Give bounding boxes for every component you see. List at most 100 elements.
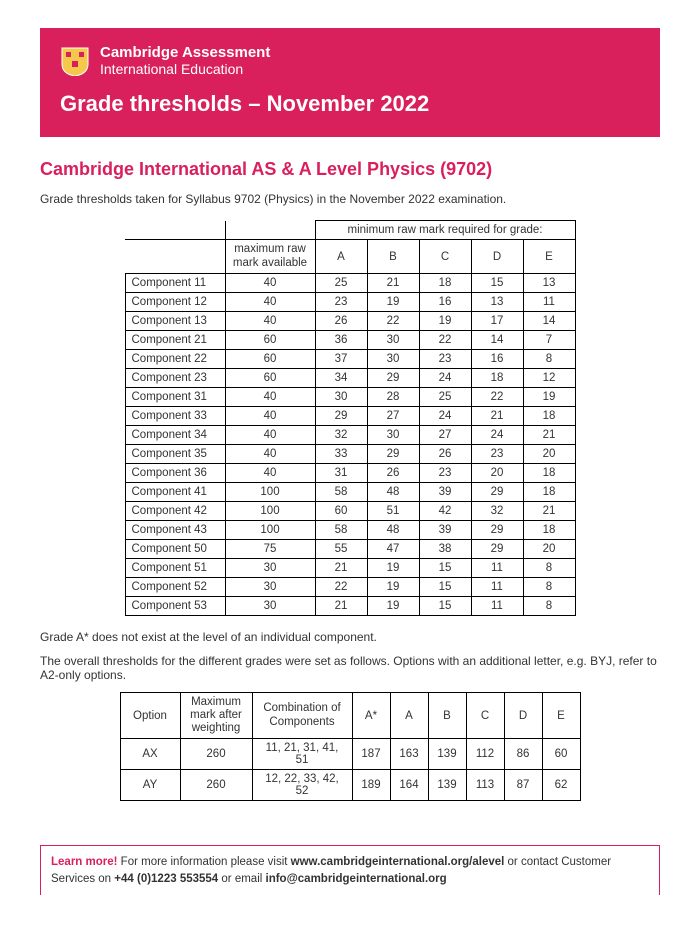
option-code: AX bbox=[120, 739, 180, 770]
threshold-value: 48 bbox=[367, 520, 419, 539]
org-line2: International Education bbox=[100, 61, 270, 77]
max-mark-header: maximum raw mark available bbox=[225, 240, 315, 273]
threshold-value: 30 bbox=[367, 349, 419, 368]
threshold-value: 60 bbox=[315, 501, 367, 520]
threshold-value: 8 bbox=[523, 558, 575, 577]
table-row: Component 411005848392918 bbox=[125, 482, 575, 501]
max-mark: 30 bbox=[225, 577, 315, 596]
component-name: Component 13 bbox=[125, 311, 225, 330]
threshold-value: 60 bbox=[542, 739, 580, 770]
footer-email: info@cambridgeinternational.org bbox=[266, 873, 447, 885]
threshold-value: 21 bbox=[471, 406, 523, 425]
max-mark: 60 bbox=[225, 349, 315, 368]
table-row: Component 5230221915118 bbox=[125, 577, 575, 596]
threshold-value: 139 bbox=[428, 770, 466, 801]
table-row: Component 2160363022147 bbox=[125, 330, 575, 349]
threshold-value: 20 bbox=[523, 539, 575, 558]
component-name: Component 36 bbox=[125, 463, 225, 482]
max-mark: 40 bbox=[225, 444, 315, 463]
max-weighted: 260 bbox=[180, 770, 252, 801]
threshold-value: 29 bbox=[367, 444, 419, 463]
threshold-value: 13 bbox=[523, 273, 575, 292]
threshold-value: 62 bbox=[542, 770, 580, 801]
threshold-value: 51 bbox=[367, 501, 419, 520]
threshold-value: 24 bbox=[471, 425, 523, 444]
threshold-value: 33 bbox=[315, 444, 367, 463]
threshold-value: 22 bbox=[419, 330, 471, 349]
options-thresholds-table: Option Maximum mark after weighting Comb… bbox=[120, 692, 581, 802]
threshold-value: 34 bbox=[315, 368, 367, 387]
threshold-value: 7 bbox=[523, 330, 575, 349]
threshold-value: 11 bbox=[523, 292, 575, 311]
option-header: Option bbox=[120, 692, 180, 739]
table-row: Component 2260373023168 bbox=[125, 349, 575, 368]
threshold-value: 58 bbox=[315, 482, 367, 501]
table-row: Component 11402521181513 bbox=[125, 273, 575, 292]
grade2-E: E bbox=[542, 692, 580, 739]
table-row: Component 35403329262320 bbox=[125, 444, 575, 463]
table-row: Component 36403126232018 bbox=[125, 463, 575, 482]
table-row: AX26011, 21, 31, 41, 511871631391128660 bbox=[120, 739, 580, 770]
combination: 12, 22, 33, 42, 52 bbox=[252, 770, 352, 801]
max-mark: 100 bbox=[225, 501, 315, 520]
grade2-A: A bbox=[390, 692, 428, 739]
threshold-value: 18 bbox=[471, 368, 523, 387]
combination: 11, 21, 31, 41, 51 bbox=[252, 739, 352, 770]
threshold-value: 26 bbox=[367, 463, 419, 482]
threshold-value: 112 bbox=[466, 739, 504, 770]
threshold-value: 22 bbox=[315, 577, 367, 596]
threshold-value: 19 bbox=[367, 577, 419, 596]
max-weighted: 260 bbox=[180, 739, 252, 770]
threshold-value: 18 bbox=[523, 406, 575, 425]
threshold-value: 13 bbox=[471, 292, 523, 311]
threshold-value: 18 bbox=[419, 273, 471, 292]
cambridge-shield-icon bbox=[60, 46, 90, 76]
max-mark: 40 bbox=[225, 292, 315, 311]
table-row: Component 13402622191714 bbox=[125, 311, 575, 330]
max-mark: 40 bbox=[225, 425, 315, 444]
max-mark: 30 bbox=[225, 558, 315, 577]
table-row: Component 5130211915118 bbox=[125, 558, 575, 577]
grade-col-A: A bbox=[315, 240, 367, 273]
table-row: Component 5330211915118 bbox=[125, 596, 575, 615]
component-thresholds-table: minimum raw mark required for grade: max… bbox=[125, 220, 576, 615]
threshold-value: 16 bbox=[471, 349, 523, 368]
threshold-value: 18 bbox=[523, 520, 575, 539]
threshold-value: 164 bbox=[390, 770, 428, 801]
max-mark: 40 bbox=[225, 463, 315, 482]
component-name: Component 35 bbox=[125, 444, 225, 463]
component-name: Component 12 bbox=[125, 292, 225, 311]
maxw-header: Maximum mark after weighting bbox=[180, 692, 252, 739]
grade-col-E: E bbox=[523, 240, 575, 273]
threshold-value: 20 bbox=[523, 444, 575, 463]
max-mark: 100 bbox=[225, 520, 315, 539]
footer-box: Learn more! For more information please … bbox=[40, 845, 660, 894]
comb-header: Combination of Components bbox=[252, 692, 352, 739]
threshold-value: 18 bbox=[523, 482, 575, 501]
threshold-value: 14 bbox=[471, 330, 523, 349]
max-mark: 60 bbox=[225, 330, 315, 349]
threshold-value: 32 bbox=[315, 425, 367, 444]
component-name: Component 21 bbox=[125, 330, 225, 349]
threshold-value: 22 bbox=[367, 311, 419, 330]
component-name: Component 53 bbox=[125, 596, 225, 615]
threshold-value: 29 bbox=[471, 520, 523, 539]
threshold-value: 16 bbox=[419, 292, 471, 311]
max-mark: 75 bbox=[225, 539, 315, 558]
subject-title: Cambridge International AS & A Level Phy… bbox=[40, 159, 660, 180]
threshold-value: 14 bbox=[523, 311, 575, 330]
threshold-value: 29 bbox=[471, 539, 523, 558]
threshold-value: 29 bbox=[367, 368, 419, 387]
threshold-value: 19 bbox=[367, 558, 419, 577]
threshold-value: 113 bbox=[466, 770, 504, 801]
max-mark: 40 bbox=[225, 311, 315, 330]
component-name: Component 52 bbox=[125, 577, 225, 596]
threshold-value: 28 bbox=[367, 387, 419, 406]
threshold-value: 23 bbox=[419, 349, 471, 368]
threshold-value: 30 bbox=[367, 330, 419, 349]
threshold-value: 15 bbox=[419, 558, 471, 577]
table-row: Component 34403230272421 bbox=[125, 425, 575, 444]
note-options: The overall thresholds for the different… bbox=[40, 654, 660, 682]
threshold-value: 23 bbox=[315, 292, 367, 311]
grade-col-B: B bbox=[367, 240, 419, 273]
